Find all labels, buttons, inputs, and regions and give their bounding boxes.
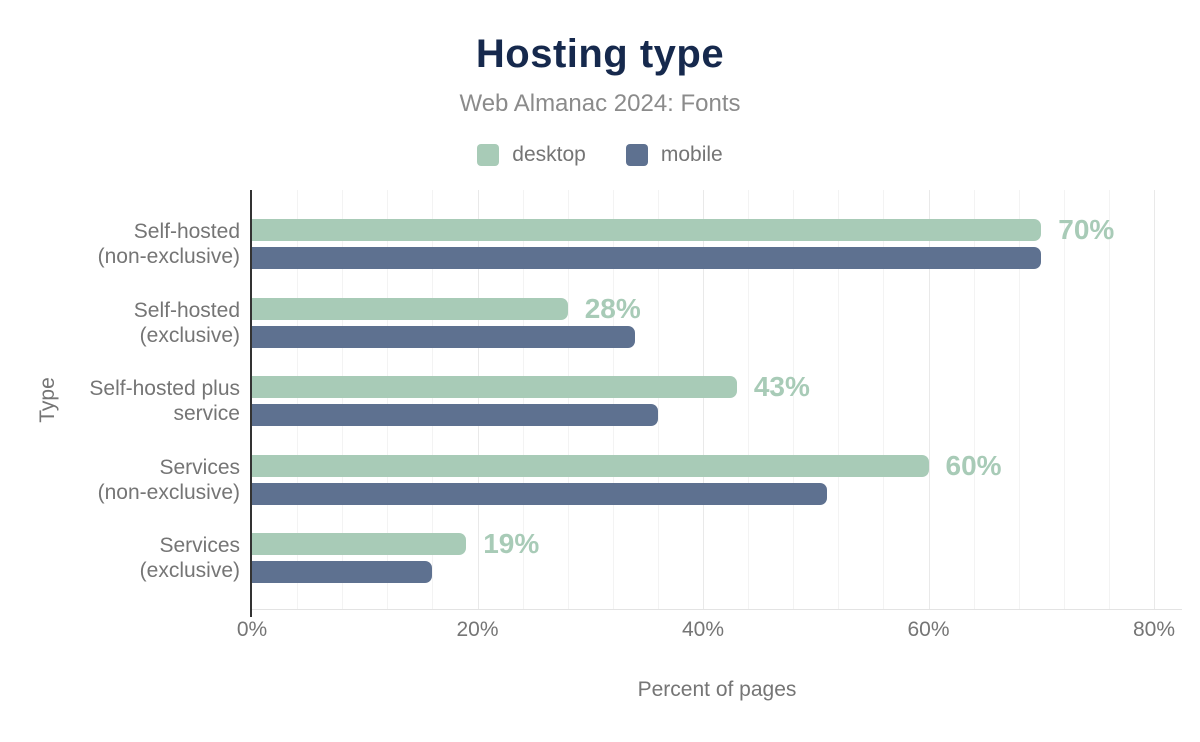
category-label-4: Services (exclusive) bbox=[0, 533, 240, 583]
x-axis-title: Percent of pages bbox=[637, 678, 797, 701]
gridline bbox=[973, 190, 975, 609]
gridline bbox=[838, 190, 840, 609]
category-label-line: Services bbox=[159, 455, 240, 479]
category-label-line: (non-exclusive) bbox=[97, 480, 240, 504]
category-label-line: Self-hosted plus bbox=[89, 377, 240, 400]
gridline bbox=[432, 190, 434, 609]
category-label-line: (exclusive) bbox=[139, 559, 240, 582]
gridline bbox=[748, 190, 750, 609]
bar-mobile-2 bbox=[252, 404, 658, 426]
bar-mobile-4 bbox=[252, 561, 433, 583]
category-label-line: (exclusive) bbox=[139, 323, 240, 347]
value-label-2: 43% bbox=[753, 371, 810, 402]
chart-subtitle: Web Almanac 2024: Fonts bbox=[459, 90, 741, 117]
chart-title: Hosting type bbox=[475, 32, 725, 76]
legend-label-desktop: desktop bbox=[512, 143, 586, 166]
gridline bbox=[1018, 190, 1020, 609]
legend-swatch-mobile-icon bbox=[625, 144, 648, 166]
category-label-0: Self-hosted (non-exclusive) bbox=[0, 219, 240, 269]
category-label-line: Self-hosted bbox=[133, 220, 240, 243]
category-label-1: Self-hosted (exclusive) bbox=[0, 298, 240, 348]
y-axis-line bbox=[250, 190, 252, 617]
gridline bbox=[657, 190, 659, 609]
gridline bbox=[522, 190, 524, 609]
gridline bbox=[477, 190, 479, 609]
value-label-3: 60% bbox=[945, 449, 1002, 481]
gridline bbox=[342, 190, 344, 609]
bar-desktop-3 bbox=[252, 454, 929, 477]
legend-item-desktop: desktop bbox=[477, 143, 586, 167]
x-tick-40: 40% bbox=[681, 618, 725, 641]
value-label-4: 19% bbox=[483, 528, 540, 559]
gridline bbox=[1063, 190, 1065, 609]
gridline bbox=[883, 190, 885, 609]
gridline bbox=[793, 190, 795, 609]
gridline bbox=[1108, 190, 1110, 609]
x-tick-0: 0% bbox=[236, 618, 268, 641]
legend-label-mobile: mobile bbox=[660, 143, 723, 166]
category-label-2: Self-hosted plus service bbox=[0, 376, 240, 426]
category-label-line: Self-hosted bbox=[133, 298, 240, 322]
bar-mobile-3 bbox=[252, 482, 828, 505]
plot-area: 70% 28% 43% 60% 19% bbox=[250, 190, 1182, 617]
gridline bbox=[567, 190, 569, 609]
gridline bbox=[387, 190, 389, 609]
gridline bbox=[703, 190, 704, 609]
bar-mobile-1 bbox=[252, 325, 636, 348]
category-label-3: Services (non-exclusive) bbox=[0, 455, 240, 505]
gridline bbox=[928, 190, 930, 609]
x-tick-20: 20% bbox=[456, 618, 499, 641]
bar-desktop-0 bbox=[252, 219, 1042, 241]
bar-desktop-2 bbox=[252, 376, 737, 398]
value-label-1: 28% bbox=[584, 292, 641, 324]
legend: desktop mobile bbox=[0, 141, 1200, 169]
legend-item-mobile: mobile bbox=[625, 143, 723, 167]
category-label-line: (non-exclusive) bbox=[97, 245, 240, 268]
category-label-line: service bbox=[173, 402, 240, 425]
x-tick-80: 80% bbox=[1132, 618, 1176, 641]
gridline bbox=[297, 190, 299, 609]
value-label-0: 70% bbox=[1058, 214, 1115, 245]
x-tick-60: 60% bbox=[907, 618, 950, 641]
gridline bbox=[612, 190, 614, 609]
bar-desktop-1 bbox=[252, 297, 568, 320]
bar-desktop-4 bbox=[252, 533, 467, 555]
bar-mobile-0 bbox=[252, 247, 1042, 269]
gridline bbox=[1154, 190, 1155, 609]
legend-swatch-desktop-icon bbox=[477, 144, 500, 166]
category-label-line: Services bbox=[159, 534, 240, 557]
